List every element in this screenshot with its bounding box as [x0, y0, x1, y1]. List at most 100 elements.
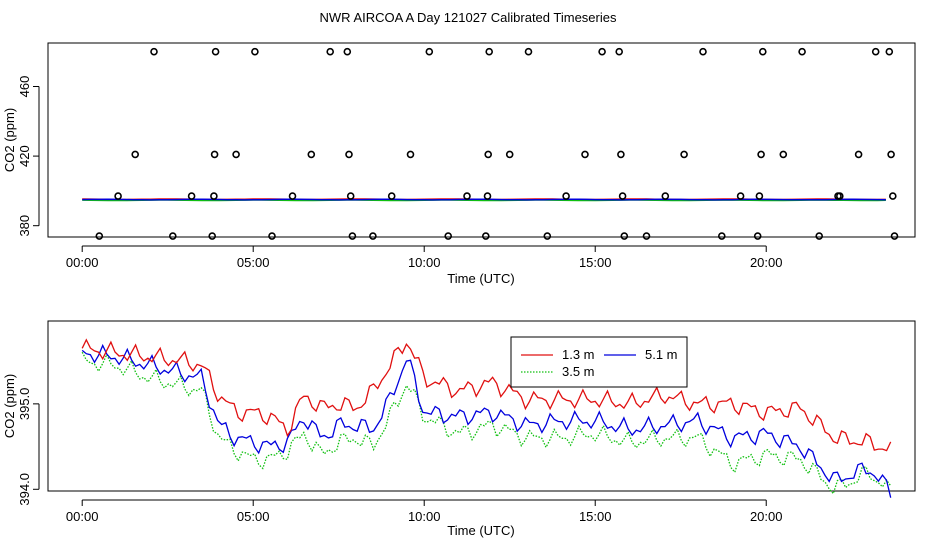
data-point [326, 47, 335, 56]
legend-label-5-1m: 5.1 m [645, 347, 678, 362]
data-point [406, 150, 415, 159]
data-point [131, 150, 139, 159]
series-line-blue [82, 198, 886, 201]
y-tick-label: 395.0 [17, 388, 32, 421]
data-point [232, 150, 240, 159]
y-axis-label: CO2 (ppm) [2, 108, 17, 172]
x-tick-label: 20:00 [750, 255, 783, 270]
data-point [642, 232, 651, 240]
data-point [543, 232, 552, 240]
x-tick-label: 10:00 [408, 509, 441, 524]
data-point [387, 192, 396, 200]
data-point [307, 150, 316, 159]
legend-label-1-3m: 1.3 m [562, 347, 595, 362]
data-point [114, 192, 122, 200]
data-point [757, 150, 765, 159]
y-tick-label: 394.0 [17, 473, 32, 506]
panel-timeseries: CO2 (ppm) Time (UTC) 00:00 05:00 10:00 15:0… [2, 320, 916, 538]
data-point [481, 232, 490, 240]
x-tick-label: 15:00 [579, 255, 612, 270]
y-ticks: 380 420 460 [17, 76, 40, 237]
series-lines [82, 198, 886, 202]
data-point [288, 192, 297, 200]
x-tick-label: 00:00 [66, 509, 99, 524]
data-point [835, 192, 844, 200]
y-tick-label: 380 [17, 215, 32, 237]
data-point [753, 232, 762, 240]
x-tick-label: 05:00 [237, 255, 270, 270]
data-point [251, 47, 259, 56]
data-point [210, 150, 219, 159]
data-point [581, 150, 589, 159]
legend: 1.3 m 5.1 m 3.5 m [510, 336, 688, 388]
series-line-green [82, 199, 886, 202]
x-ticks: 00:00 05:00 10:00 15:00 20:00 [66, 499, 783, 524]
data-point [680, 150, 688, 159]
x-tick-label: 00:00 [66, 255, 99, 270]
x-tick-label: 10:00 [408, 255, 441, 270]
data-point [210, 192, 218, 200]
series-lines [81, 338, 892, 498]
data-point [524, 47, 533, 56]
data-point [483, 192, 492, 200]
data-point [369, 232, 377, 240]
x-axis-label: Time (UTC) [447, 271, 514, 286]
series-line-5-1m [81, 343, 892, 498]
legend-box [510, 336, 688, 388]
data-point [890, 232, 899, 240]
plot-frame [47, 320, 916, 492]
data-point [815, 232, 824, 240]
data-point [661, 192, 670, 200]
y-ticks: 394.0 395.0 [17, 388, 40, 506]
data-point [717, 232, 726, 240]
data-point [755, 192, 764, 200]
data-point [463, 192, 471, 200]
data-point [736, 192, 745, 200]
data-point [505, 150, 514, 159]
data-points [95, 47, 899, 240]
data-point [150, 47, 158, 56]
data-point [346, 192, 355, 200]
data-point [888, 192, 897, 200]
data-point [615, 47, 624, 56]
x-tick-label: 15:00 [579, 509, 612, 524]
data-point [798, 47, 806, 56]
legend-label-3-5m: 3.5 m [562, 364, 595, 379]
data-point [562, 192, 570, 200]
data-point [620, 232, 629, 240]
data-point [485, 47, 494, 56]
x-ticks: 00:00 05:00 10:00 15:00 20:00 [66, 245, 783, 270]
x-axis-label: Time (UTC) [447, 523, 514, 538]
data-point [187, 192, 196, 200]
data-point [208, 232, 216, 240]
data-point [348, 232, 357, 240]
data-point [618, 192, 627, 200]
data-point [343, 47, 352, 56]
data-point [211, 47, 220, 56]
y-tick-label: 460 [17, 76, 32, 98]
data-point [871, 47, 880, 56]
data-point [758, 47, 767, 56]
data-point [345, 150, 353, 159]
data-point [779, 150, 788, 159]
data-point [425, 47, 434, 56]
x-tick-label: 20:00 [750, 509, 783, 524]
x-tick-label: 05:00 [237, 509, 270, 524]
data-point [887, 150, 895, 159]
data-point [617, 150, 625, 159]
data-point [95, 232, 104, 240]
data-point [854, 150, 863, 159]
data-point [268, 232, 276, 240]
series-line-1-3m [81, 338, 892, 452]
panel-scatter: CO2 (ppm) Time (UTC) 00:00 05:00 10:00 15:0… [2, 42, 916, 286]
data-point [699, 47, 707, 56]
data-point [885, 47, 894, 56]
data-point [169, 232, 177, 240]
plot-frame [47, 42, 916, 238]
data-point [598, 47, 606, 56]
series-line-3-5m [81, 351, 892, 495]
data-point [484, 150, 493, 159]
data-point [444, 232, 453, 240]
